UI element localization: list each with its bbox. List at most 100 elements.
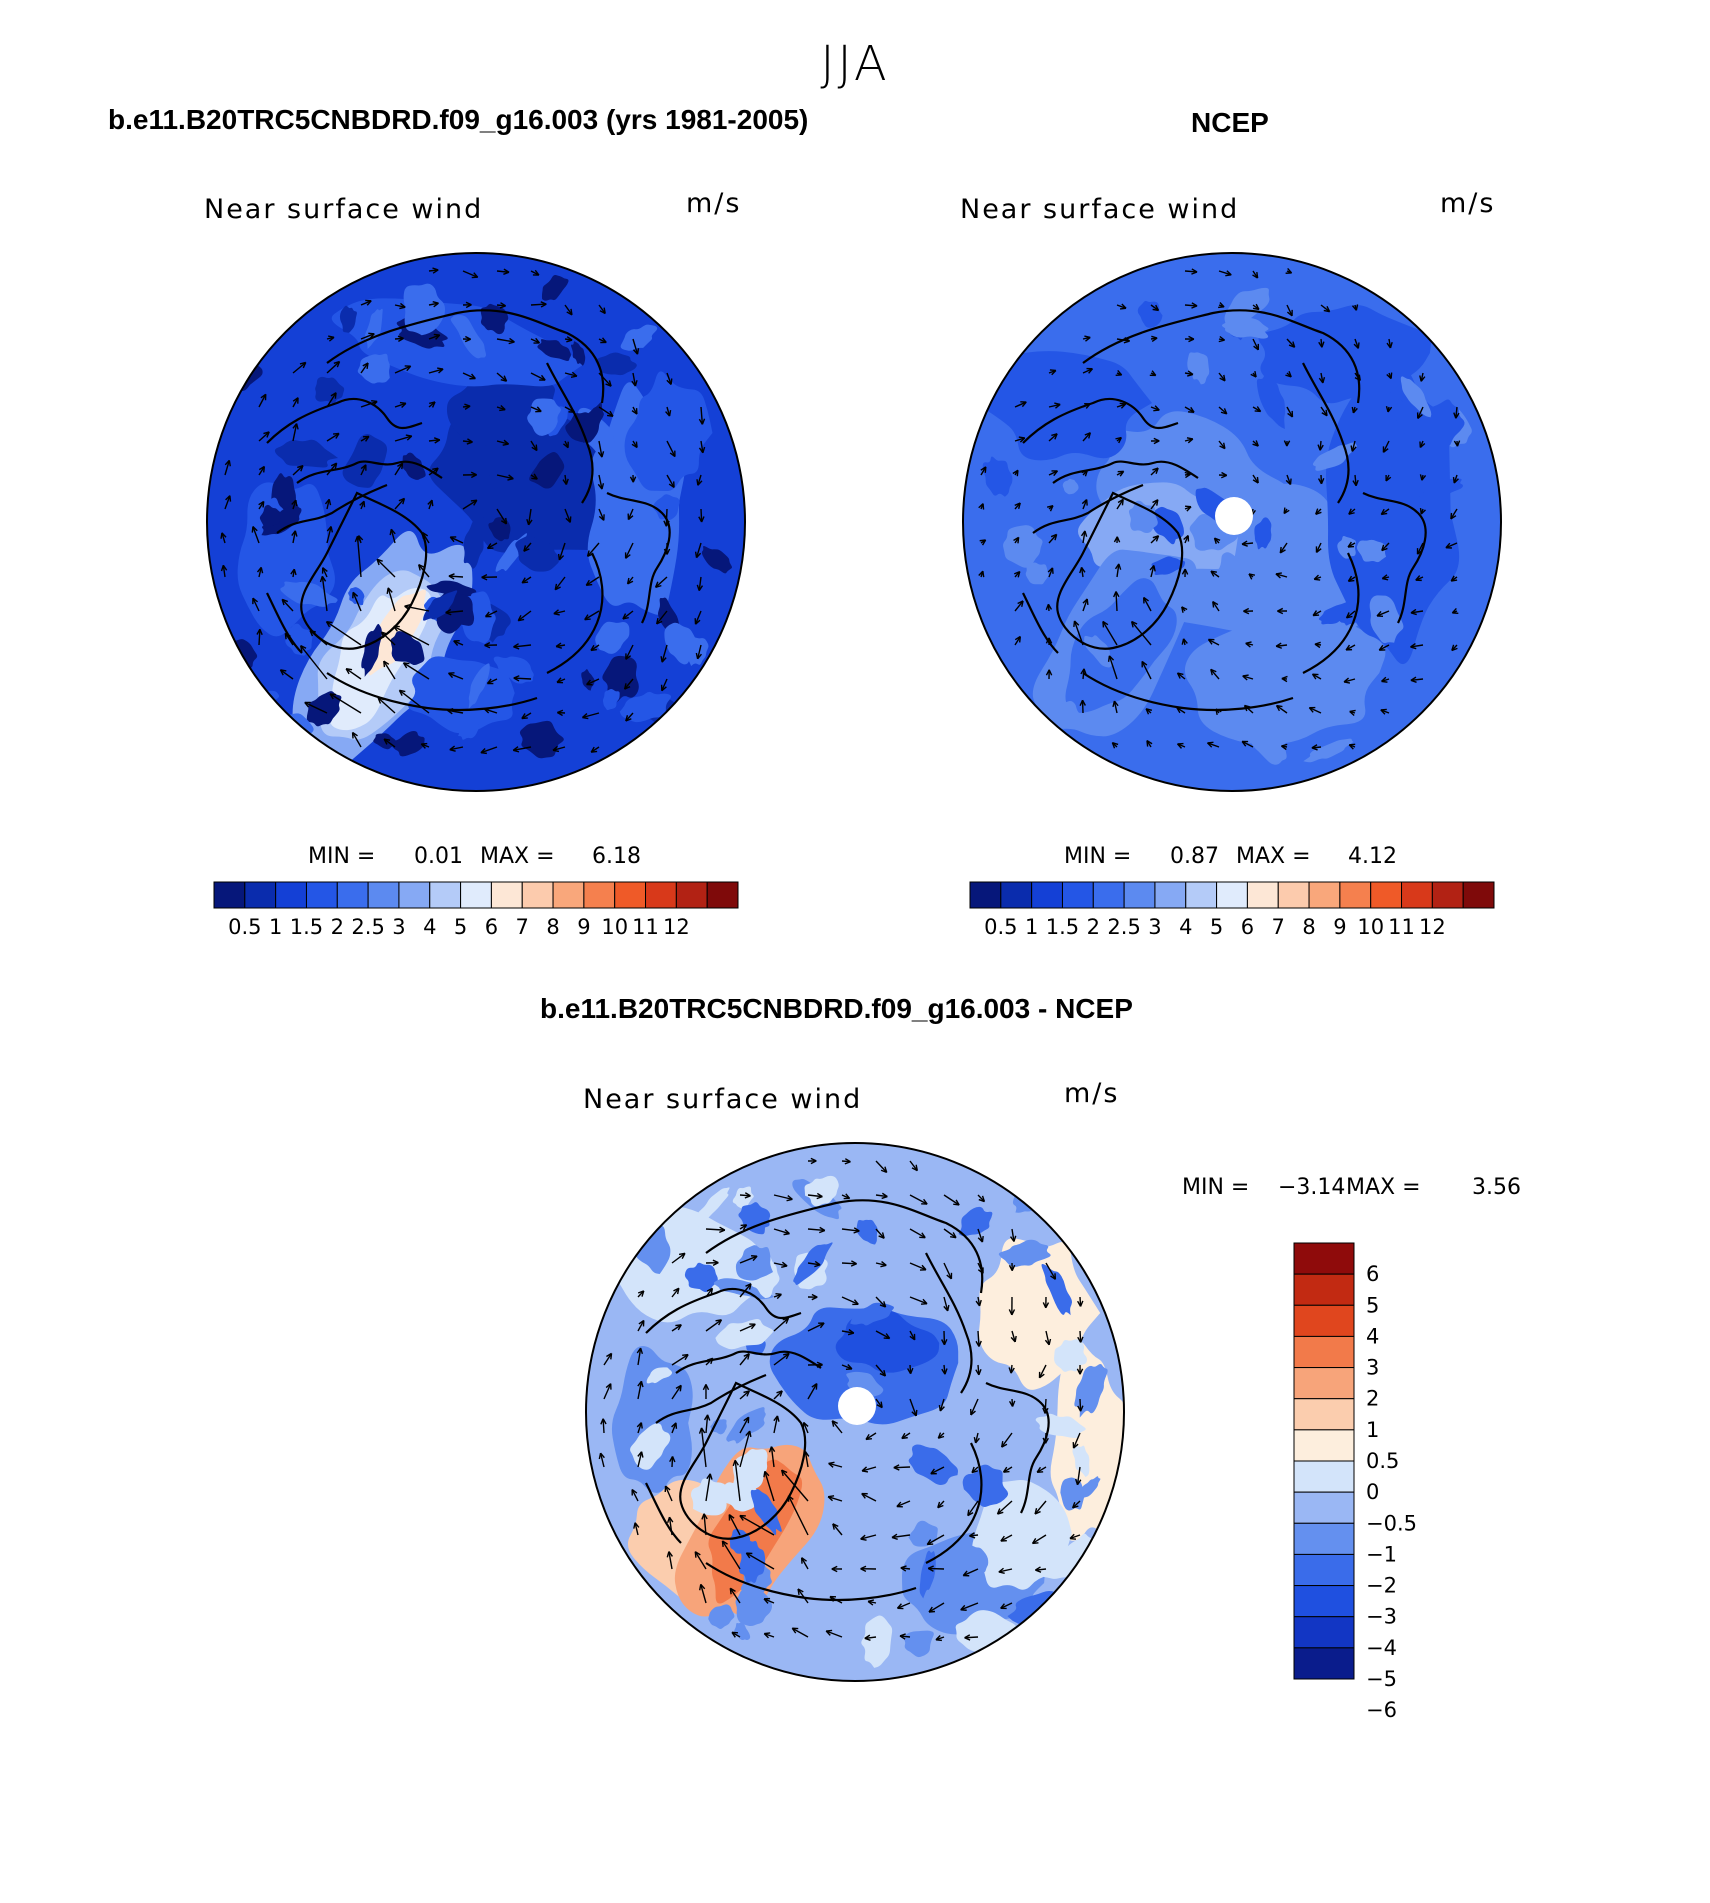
wind-vector-head xyxy=(626,577,634,585)
wind-vector xyxy=(627,508,634,520)
wind-vector xyxy=(1184,304,1198,307)
wind-vector-head xyxy=(1071,1502,1079,1509)
wind-vector-head xyxy=(930,1468,937,1475)
wind-vector xyxy=(513,746,532,751)
wind-vector-head xyxy=(678,1252,686,1259)
wind-vector-head xyxy=(702,1384,710,1391)
wind-vector xyxy=(841,1330,854,1334)
wind-vector-head xyxy=(962,1570,970,1577)
wind-vector-head xyxy=(606,410,614,417)
wind-vector-head xyxy=(1042,1407,1049,1414)
wind-vector-head xyxy=(481,574,488,581)
wind-vector-head xyxy=(480,747,487,755)
coastline xyxy=(925,1442,983,1564)
wind-vector xyxy=(326,361,341,374)
colorbar-box xyxy=(1401,881,1433,909)
wind-vector-head xyxy=(605,1383,612,1390)
shading-patch xyxy=(1074,1364,1108,1418)
coastline xyxy=(266,397,423,444)
colorbar-box xyxy=(552,881,585,909)
wind-vector xyxy=(637,1422,643,1434)
wind-vector xyxy=(1312,673,1322,680)
wind-vector-head xyxy=(1241,740,1249,747)
wind-vector-head xyxy=(920,1298,928,1305)
wind-vector xyxy=(875,1398,883,1408)
wind-vector xyxy=(631,1489,639,1502)
wind-vector-head xyxy=(1188,406,1195,413)
wind-vector-head xyxy=(1221,471,1228,479)
wind-vector-head xyxy=(816,1361,823,1369)
wind-vector xyxy=(875,1262,887,1266)
wind-vector xyxy=(624,542,634,559)
wind-vector xyxy=(1279,542,1288,554)
wind-vector xyxy=(292,397,299,408)
wind-vector xyxy=(1354,338,1359,349)
wind-vector-head xyxy=(309,629,317,637)
wind-vector xyxy=(564,372,578,377)
wind-vector-head xyxy=(1080,668,1087,675)
wind-vector-head xyxy=(555,642,563,649)
wind-vector xyxy=(394,304,406,308)
coastline xyxy=(655,1373,767,1424)
panel-1-max-label: MAX = xyxy=(480,844,555,869)
wind-vector-head xyxy=(1072,1442,1079,1449)
panel-3-variable-label: Near surface wind xyxy=(583,1084,863,1115)
wind-vector-head xyxy=(499,404,506,412)
shading-patch xyxy=(732,1186,754,1209)
wind-vector xyxy=(598,474,603,490)
wind-vector-head xyxy=(1035,1566,1042,1573)
wind-vector-head xyxy=(533,337,541,344)
colorbar-box xyxy=(1293,1242,1355,1275)
wind-vector-head xyxy=(1113,591,1120,598)
wind-vector xyxy=(875,1160,888,1173)
wind-vector xyxy=(671,1324,682,1332)
wind-vector-head xyxy=(706,1287,714,1295)
shading-patch xyxy=(652,1157,672,1194)
wind-vector xyxy=(700,508,703,523)
wind-vector-head xyxy=(352,591,359,599)
wind-vector xyxy=(634,1522,639,1536)
wind-vector-head xyxy=(1084,335,1091,342)
wind-vector xyxy=(280,669,294,680)
wind-vector-head xyxy=(1252,303,1260,311)
wind-vector-head xyxy=(1243,607,1250,615)
wind-vector xyxy=(1014,401,1027,408)
shading-patch xyxy=(226,689,280,712)
wind-vector-head xyxy=(960,1604,967,1611)
wind-vector-head xyxy=(292,423,299,430)
panel-1-min-label: MIN = xyxy=(308,844,376,869)
colorbar-tick-label: 1 xyxy=(269,915,282,939)
wind-vector-head xyxy=(433,437,441,444)
shading-patch xyxy=(1074,431,1115,457)
shading-patch xyxy=(1053,1339,1087,1372)
shading-patch xyxy=(1267,500,1309,530)
panel-3-map xyxy=(585,1142,1125,1682)
wind-vector-head xyxy=(1081,499,1088,506)
wind-vector-head xyxy=(1321,409,1328,417)
wind-vector-head xyxy=(321,567,328,574)
colorbar-tick-label: 1 xyxy=(1366,1418,1379,1442)
colorbar-tick-label: 2.5 xyxy=(1107,915,1140,939)
wind-vector xyxy=(1131,621,1152,646)
colorbar-tick-label: 7 xyxy=(1272,915,1285,939)
wind-vector xyxy=(721,1540,741,1570)
wind-vector-head xyxy=(1049,369,1057,376)
wind-vector-head xyxy=(263,431,270,438)
wind-vector-head xyxy=(600,1418,607,1425)
wind-vector xyxy=(801,1557,809,1570)
wind-vector-head xyxy=(377,697,385,704)
wind-vector-head xyxy=(469,373,476,380)
colorbar-box xyxy=(1061,881,1094,909)
wind-vector-head xyxy=(703,1414,711,1421)
wind-vector-head xyxy=(803,1451,810,1458)
wind-vector xyxy=(403,662,430,680)
shading-patch xyxy=(739,1539,766,1583)
wind-vector-head xyxy=(1079,699,1086,706)
shading-region xyxy=(611,1346,693,1493)
wind-vector-head xyxy=(876,1401,883,1409)
wind-vector-head xyxy=(606,1352,613,1360)
wind-vector-head xyxy=(911,1164,919,1172)
panel-2-min-label: MIN = xyxy=(1064,844,1132,869)
shading-patch xyxy=(247,271,305,308)
colorbar-box xyxy=(614,881,647,909)
